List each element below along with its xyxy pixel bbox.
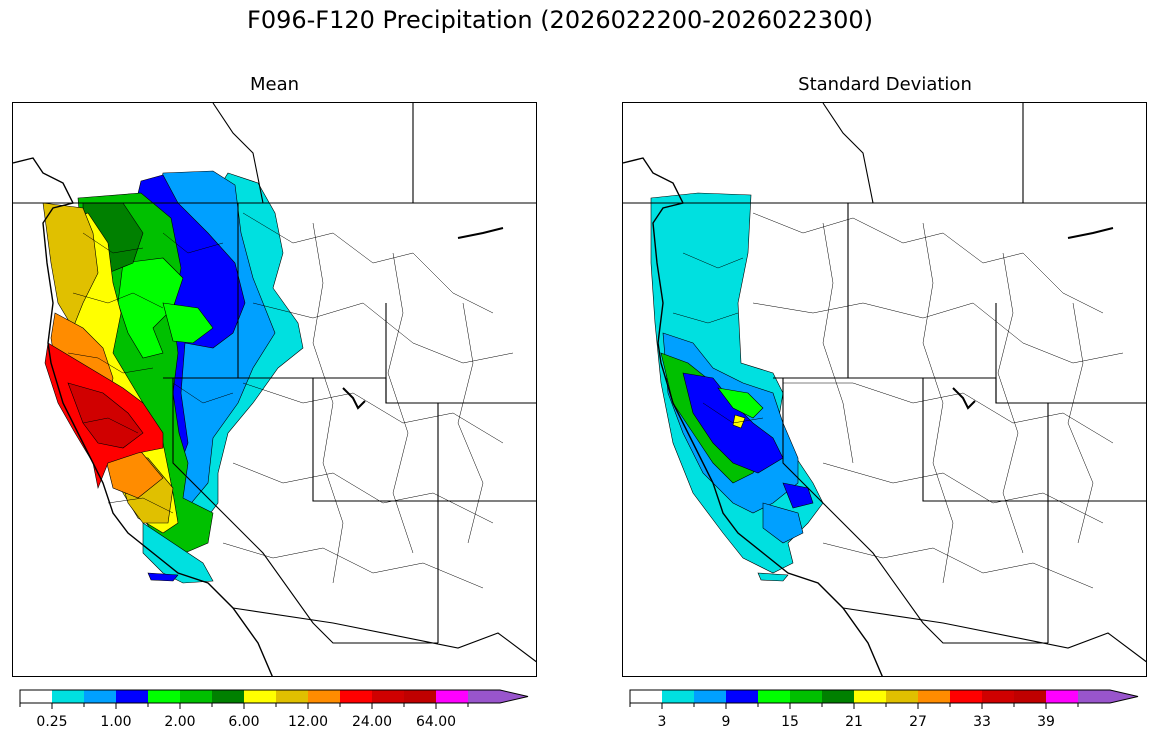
stdev-panel-title: Standard Deviation (798, 74, 972, 95)
stdev-colorbar-segment (662, 690, 694, 703)
stdev-colorbar-segment (726, 690, 758, 703)
mean-colorbar-tick-label: 12.00 (288, 714, 328, 730)
mean-colorbar-segment (340, 690, 372, 703)
stdev-colorbar-segment (854, 690, 886, 703)
mean-colorbar-segment (84, 690, 116, 703)
mean-colorbar-segment (468, 690, 528, 703)
mean-region-cyan-south (142, 522, 214, 584)
stdev-colorbar-segment (790, 690, 822, 703)
stdev-colorbar-segment (950, 690, 982, 703)
mean-colorbar-segment (244, 690, 276, 703)
mean-lake-north (457, 227, 504, 239)
stdev-lake-great-salt (952, 387, 976, 410)
mean-colorbar-segment (148, 690, 180, 703)
stdev-colorbar-segment (630, 690, 662, 703)
stdev-region-yellow (732, 414, 746, 429)
stdev-colorbar-tick-label: 3 (658, 714, 667, 730)
mean-map (12, 102, 537, 677)
mean-colorbar-segment (436, 690, 468, 703)
stdev-colorbar: 3 9 15 21 27 33 39 (629, 689, 1150, 735)
mean-region-blue-islands (147, 572, 179, 582)
stdev-region-brightgreen (717, 387, 764, 419)
mean-region-darkred (67, 382, 144, 449)
stdev-region-cyan-islands (757, 572, 789, 582)
stdev-region-lightblue-south (762, 502, 804, 544)
mean-colorbar-tick-label: 64.00 (416, 714, 456, 730)
mean-colorbar-segment (116, 690, 148, 703)
mean-colorbar-tick-label: 6.00 (228, 714, 259, 730)
stdev-lake-north (1067, 227, 1114, 239)
stdev-borders (623, 103, 1146, 663)
mean-region-brightgreen (117, 257, 184, 359)
mean-borders (13, 103, 536, 663)
mean-panel-title: Mean (249, 74, 300, 95)
mean-colorbar-segment (276, 690, 308, 703)
mean-colorbar-segment (52, 690, 84, 703)
mean-colorbar-segment (308, 690, 340, 703)
stdev-colorbar-segment (918, 690, 950, 703)
stdev-colorbar-tick-label: 33 (973, 714, 991, 730)
mean-colorbar-tick-label: 2.00 (164, 714, 195, 730)
mean-colorbar: 0.25 1.00 2.00 6.00 12.00 24.00 64.00 (19, 689, 540, 735)
stdev-colorbar-tick-label: 39 (1037, 714, 1055, 730)
stdev-colorbar-segment (1014, 690, 1046, 703)
stdev-colorbar-segment (694, 690, 726, 703)
mean-region-gold (42, 202, 99, 329)
stdev-colorbar-segment (1078, 690, 1138, 703)
stdev-colorbar-segment (1046, 690, 1078, 703)
mean-colorbar-outline (19, 689, 529, 704)
stdev-colorbar-tick-label: 27 (909, 714, 927, 730)
stdev-coastline (623, 157, 883, 676)
stdev-colorbar-segment (886, 690, 918, 703)
stdev-colorbar-segment (982, 690, 1014, 703)
stdev-colorbar-tick-label: 15 (781, 714, 799, 730)
figure-title: F096-F120 Precipitation (2026022200-2026… (247, 6, 873, 34)
stdev-colorbar-outline (629, 689, 1139, 704)
mean-region-brightgreen-2 (162, 302, 214, 344)
mean-colorbar-segment (20, 690, 52, 703)
stdev-region-blue-south (782, 482, 814, 509)
mean-colorbar-tick-label: 0.25 (36, 714, 67, 730)
mean-colorbar-segment (180, 690, 212, 703)
mean-colorbar-tick-label: 1.00 (100, 714, 131, 730)
mean-colorbar-segment (372, 690, 404, 703)
stdev-precip-fill (650, 192, 824, 582)
mean-colorbar-tick-label: 24.00 (352, 714, 392, 730)
mean-colorbar-segment (404, 690, 436, 703)
mean-precip-fill (42, 170, 304, 584)
mean-coastline (13, 157, 273, 676)
mean-lake-great-salt (342, 387, 366, 410)
mean-colorbar-segment (212, 690, 244, 703)
stdev-colorbar-segment (822, 690, 854, 703)
stdev-colorbar-segment (758, 690, 790, 703)
stdev-map (622, 102, 1147, 677)
stdev-colorbar-tick-label: 9 (722, 714, 731, 730)
stdev-colorbar-tick-label: 21 (845, 714, 863, 730)
